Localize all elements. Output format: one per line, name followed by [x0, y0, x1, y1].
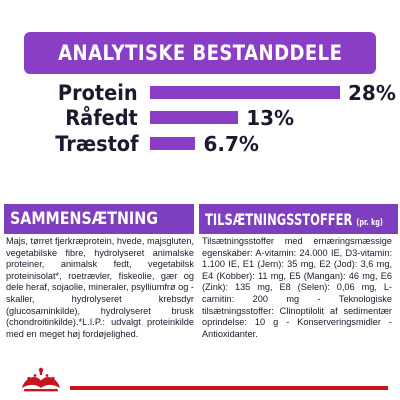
additives-header: TILSÆTNINGSSTOFFER (pr. kg)	[199, 204, 398, 234]
composition-text: Majs, tørret fjerkræprotein, hvede, majs…	[6, 236, 194, 339]
nutrient-row-fat: Råfedt 13%	[0, 105, 400, 131]
nutrient-label: Råfedt	[65, 106, 138, 130]
analysis-title: ANALYTISKE BESTANDDELE	[57, 41, 343, 65]
composition-title: SAMMENSÆTNING	[10, 209, 158, 229]
additives-title: TILSÆTNINGSSTOFFER (pr. kg)	[205, 210, 383, 229]
nutrient-row-fibre: Træstof 6.7%	[0, 131, 400, 157]
brand-divider-line	[70, 386, 388, 390]
additives-title-text: TILSÆTNINGSSTOFFER	[205, 209, 353, 229]
nutrient-row-protein: Protein 28%	[0, 80, 400, 106]
additives-text: Tilsætningsstoffer med ernæringsmæssige …	[202, 236, 392, 339]
nutrient-value: 28%	[348, 81, 396, 105]
composition-header: SAMMENSÆTNING	[4, 204, 194, 234]
nutrient-bar	[150, 111, 239, 124]
royal-canin-crown-icon	[22, 367, 60, 392]
nutrient-label: Træstof	[54, 132, 138, 156]
nutrient-bar	[150, 137, 196, 150]
nutrient-bar	[150, 86, 340, 99]
additives-unit: (pr. kg)	[356, 217, 383, 228]
analysis-banner: ANALYTISKE BESTANDDELE	[24, 32, 376, 74]
nutrient-label: Protein	[58, 81, 138, 105]
nutrient-value: 13%	[246, 106, 295, 130]
nutrient-value: 6.7%	[203, 132, 259, 156]
